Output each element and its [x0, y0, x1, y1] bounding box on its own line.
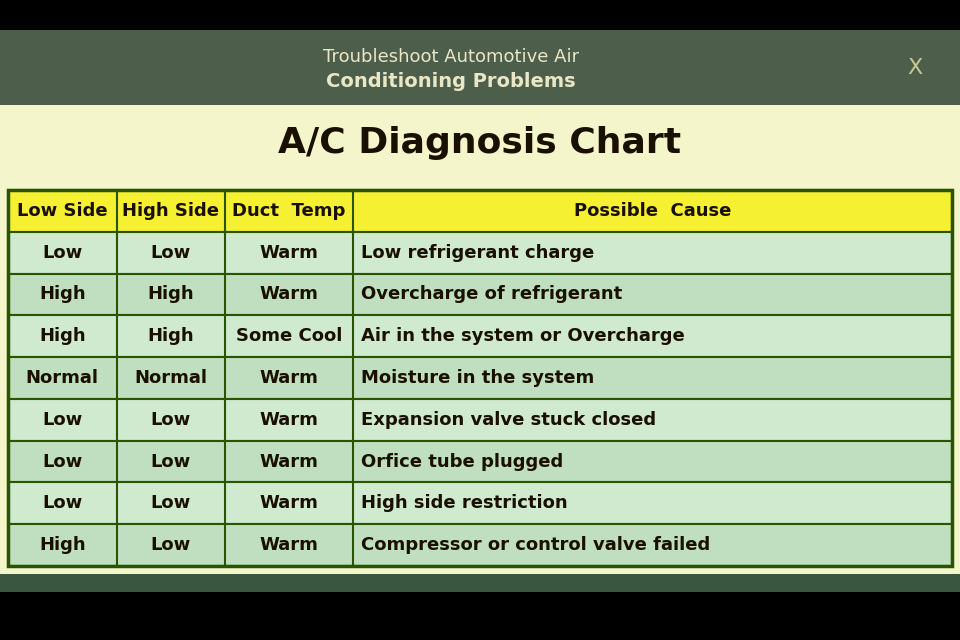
- Text: Low: Low: [42, 244, 83, 262]
- Text: Low: Low: [151, 494, 191, 513]
- Text: High Side: High Side: [122, 202, 219, 220]
- Text: High: High: [39, 327, 85, 345]
- Text: High side restriction: High side restriction: [361, 494, 567, 513]
- Text: High: High: [39, 536, 85, 554]
- Bar: [0, 30, 960, 105]
- Bar: [8, 524, 952, 566]
- Text: Expansion valve stuck closed: Expansion valve stuck closed: [361, 411, 656, 429]
- Text: Troubleshoot Automotive Air: Troubleshoot Automotive Air: [324, 49, 579, 67]
- Text: Warm: Warm: [259, 452, 319, 470]
- Bar: [8, 357, 952, 399]
- Bar: [8, 483, 952, 524]
- Text: Normal: Normal: [134, 369, 207, 387]
- Bar: [8, 441, 952, 483]
- Text: Low: Low: [42, 494, 83, 513]
- Text: Duct  Temp: Duct Temp: [232, 202, 346, 220]
- Bar: [8, 316, 952, 357]
- Bar: [8, 232, 952, 273]
- Bar: [8, 399, 952, 441]
- Text: Warm: Warm: [259, 411, 319, 429]
- Text: Low Side: Low Side: [17, 202, 108, 220]
- Text: Orfice tube plugged: Orfice tube plugged: [361, 452, 563, 470]
- Text: Moisture in the system: Moisture in the system: [361, 369, 594, 387]
- Text: High: High: [148, 285, 194, 303]
- Text: Conditioning Problems: Conditioning Problems: [326, 72, 576, 91]
- Bar: [8, 190, 952, 566]
- Text: Overcharge of refrigerant: Overcharge of refrigerant: [361, 285, 622, 303]
- Text: Warm: Warm: [259, 285, 319, 303]
- Bar: [8, 273, 952, 316]
- Text: Normal: Normal: [26, 369, 99, 387]
- Text: Warm: Warm: [259, 536, 319, 554]
- Bar: [0, 592, 960, 640]
- Text: High: High: [148, 327, 194, 345]
- Text: Low: Low: [151, 411, 191, 429]
- Text: Possible  Cause: Possible Cause: [573, 202, 731, 220]
- Text: Air in the system or Overcharge: Air in the system or Overcharge: [361, 327, 684, 345]
- Text: A/C Diagnosis Chart: A/C Diagnosis Chart: [278, 125, 682, 159]
- Text: Low: Low: [42, 411, 83, 429]
- Text: Compressor or control valve failed: Compressor or control valve failed: [361, 536, 709, 554]
- Text: Low refrigerant charge: Low refrigerant charge: [361, 244, 594, 262]
- Text: Some Cool: Some Cool: [235, 327, 342, 345]
- Bar: [8, 190, 952, 232]
- Text: Warm: Warm: [259, 244, 319, 262]
- Bar: [0, 0, 960, 30]
- Text: Low: Low: [151, 536, 191, 554]
- Bar: [0, 574, 960, 592]
- Text: X: X: [907, 58, 923, 77]
- Text: Low: Low: [151, 452, 191, 470]
- Text: High: High: [39, 285, 85, 303]
- Text: Low: Low: [151, 244, 191, 262]
- Text: Warm: Warm: [259, 369, 319, 387]
- Text: Low: Low: [42, 452, 83, 470]
- Text: Warm: Warm: [259, 494, 319, 513]
